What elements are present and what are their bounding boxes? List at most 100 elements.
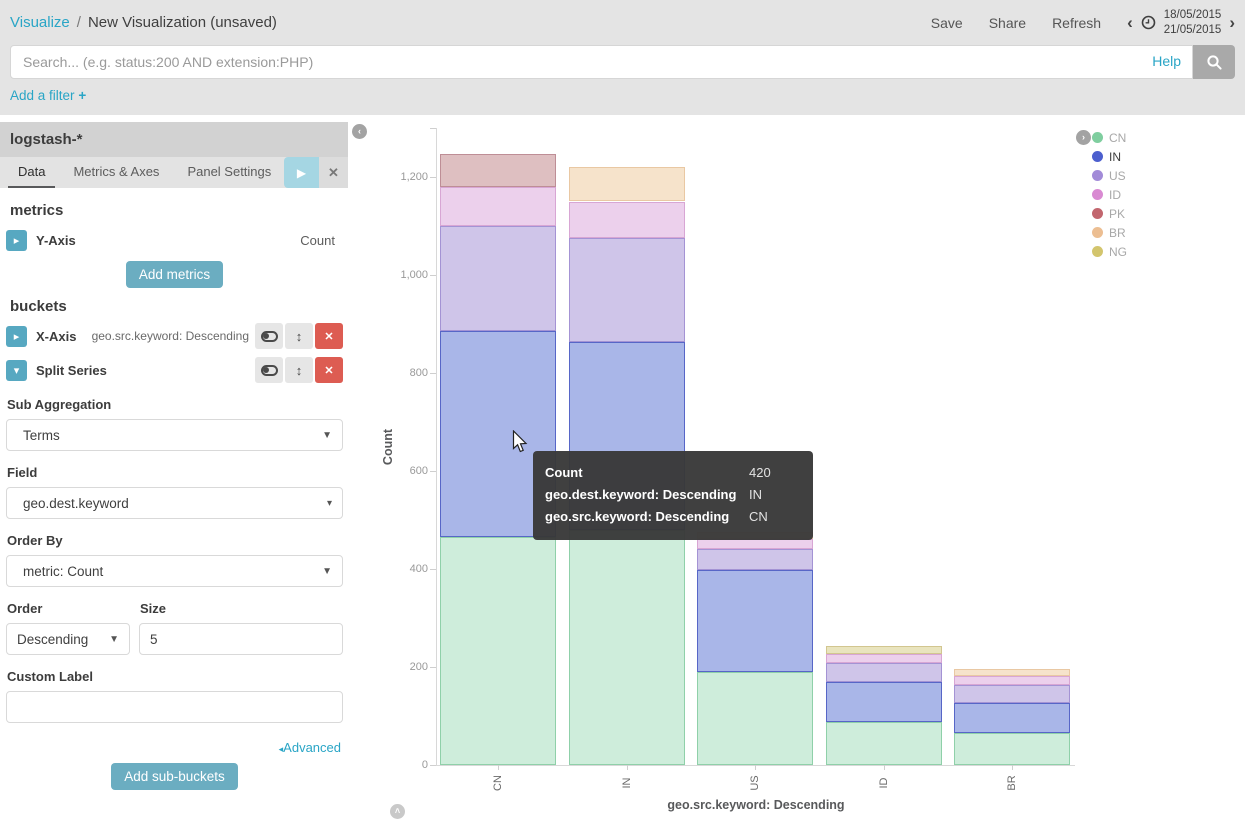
bar-segment-ID-CN[interactable] [825,721,942,765]
discard-changes-button[interactable]: ✕ [319,157,348,188]
bar-segment-ID-US[interactable] [825,662,942,682]
tab-metrics-axes[interactable]: Metrics & Axes [73,164,160,179]
y-axis-expand-button[interactable]: ▸ [6,229,27,251]
advanced-toggle-link[interactable]: ◂Advanced [279,740,341,755]
x-category-label: BR [1006,775,1018,791]
bar-segment-BR-ID[interactable] [954,676,1070,685]
add-metrics-button[interactable]: Add metrics [125,261,224,288]
tab-panel-settings[interactable]: Panel Settings [187,164,272,179]
bar-segment-BR-IN[interactable] [954,703,1070,733]
bar-segment-ID-ID[interactable] [825,654,942,663]
x-axis-move-button[interactable]: ↕ [285,323,313,349]
add-sub-buckets-button[interactable]: Add sub-buckets [111,763,238,790]
bar-segment-BR-US[interactable] [954,684,1070,704]
custom-label-input[interactable] [6,691,343,723]
y-tick-mark [430,471,436,472]
bar-segment-CN-US[interactable] [440,226,556,332]
search-input[interactable] [10,45,1193,79]
tab-data[interactable]: Data [8,157,56,188]
bar-segment-IN-US[interactable] [568,238,685,342]
up-down-arrow-icon: ↕ [295,362,303,378]
split-series-collapse-button[interactable]: ▾ [6,359,27,381]
sub-aggregation-select[interactable]: Terms ▼ [6,419,343,451]
legend-item-IN[interactable]: IN [1092,147,1127,166]
caret-down-icon: ▼ [322,565,332,577]
split-series-delete-button[interactable]: ✕ [315,357,343,383]
chevron-right-icon: ▸ [13,234,20,247]
x-axis-delete-button[interactable]: ✕ [315,323,343,349]
legend-item-PK[interactable]: PK [1092,204,1127,223]
field-value: geo.dest.keyword [23,495,129,511]
x-axis-title: geo.src.keyword: Descending [667,798,845,812]
add-filter-link[interactable]: Add a filter + [10,88,86,103]
legend-item-US[interactable]: US [1092,166,1127,185]
bar-segment-IN-BR[interactable] [568,167,685,202]
bar-segment-US-CN[interactable] [697,671,813,765]
time-back-button[interactable]: ‹ [1127,13,1133,32]
visualization-canvas: ‹ › ˄ 0 200 400 600 800 1,000 1,200 CN IN US ID BR … [348,115,1245,823]
toggle-icon [260,330,278,342]
x-axis-expand-button[interactable]: ▸ [6,325,27,347]
bar-segment-BR-BR[interactable] [954,668,1070,677]
bar-segment-IN-ID[interactable] [568,201,685,239]
x-axis-label: X-Axis [36,328,77,344]
toggle-icon [260,364,278,376]
refresh-button[interactable]: Refresh [1052,14,1102,31]
order-select[interactable]: Descending ▼ [6,623,130,655]
field-select[interactable]: geo.dest.keyword ▾ [6,487,343,519]
buckets-heading: buckets [10,298,67,315]
search-icon [1206,54,1223,71]
split-series-toggle-enable-button[interactable] [255,357,283,383]
legend-label: BR [1109,225,1126,240]
chevron-right-icon: ▸ [13,330,20,343]
collapse-sidebar-button[interactable]: ‹ [352,124,367,139]
legend-label: PK [1109,206,1126,221]
x-tick-mark [755,765,756,770]
bar-segment-CN-CN[interactable] [440,537,556,765]
y-tick-label: 200 [409,661,428,673]
share-button[interactable]: Share [988,14,1027,31]
breadcrumb-visualize-link[interactable]: Visualize [10,14,70,31]
legend-swatch-icon [1092,170,1103,181]
legend-item-CN[interactable]: CN [1092,128,1127,147]
top-navbar: Visualize / New Visualization (unsaved) … [0,0,1245,115]
bar-segment-BR-CN[interactable] [954,732,1070,765]
bar-segment-CN-PK[interactable] [440,153,556,187]
scroll-top-button[interactable]: ˄ [390,804,405,819]
bar-segment-IN-CN[interactable] [568,529,685,765]
tooltip-label: Count [545,465,583,480]
bar-segment-ID-IN[interactable] [825,681,942,722]
search-button[interactable] [1193,45,1235,79]
help-link[interactable]: Help [1152,53,1181,69]
x-axis-toggle-enable-button[interactable] [255,323,283,349]
legend-label: NG [1109,244,1127,259]
order-by-select[interactable]: metric: Count ▼ [6,555,343,587]
bar-segment-US-US[interactable] [697,548,813,570]
time-forward-button[interactable]: › [1229,13,1235,32]
collapse-legend-button[interactable]: › [1076,130,1091,145]
save-button[interactable]: Save [930,14,963,31]
x-tick-mark [626,765,628,770]
breadcrumb-separator: / [76,14,81,31]
order-by-label: Order By [7,533,63,548]
split-series-agg-row: ▾ Split Series ↕ ✕ [6,357,343,383]
apply-changes-button[interactable]: ▶ [284,157,319,188]
y-tick-label: 600 [409,465,428,477]
y-axis-agg-row: ▸ Y-Axis Count [6,227,343,253]
size-input[interactable] [139,623,343,655]
split-series-move-button[interactable]: ↕ [285,357,313,383]
bar-segment-CN-ID[interactable] [440,186,556,226]
legend-item-BR[interactable]: BR [1092,223,1127,242]
time-range[interactable]: 18/05/2015 21/05/2015 [1164,8,1222,38]
x-axis-agg-description: geo.src.keyword: Descending [91,329,249,343]
caret-down-icon: ▼ [322,429,332,441]
bar-segment-US-IN[interactable] [697,569,813,672]
legend-item-NG[interactable]: NG [1092,242,1127,261]
legend-item-ID[interactable]: ID [1092,185,1127,204]
bar-segment-US-ID[interactable] [697,539,813,549]
order-value: Descending [17,631,89,647]
y-tick-label: 0 [421,759,428,771]
bar-segment-ID-NG[interactable] [825,645,942,655]
y-axis-title: Count [381,428,395,466]
x-tick-mark [1012,765,1013,770]
